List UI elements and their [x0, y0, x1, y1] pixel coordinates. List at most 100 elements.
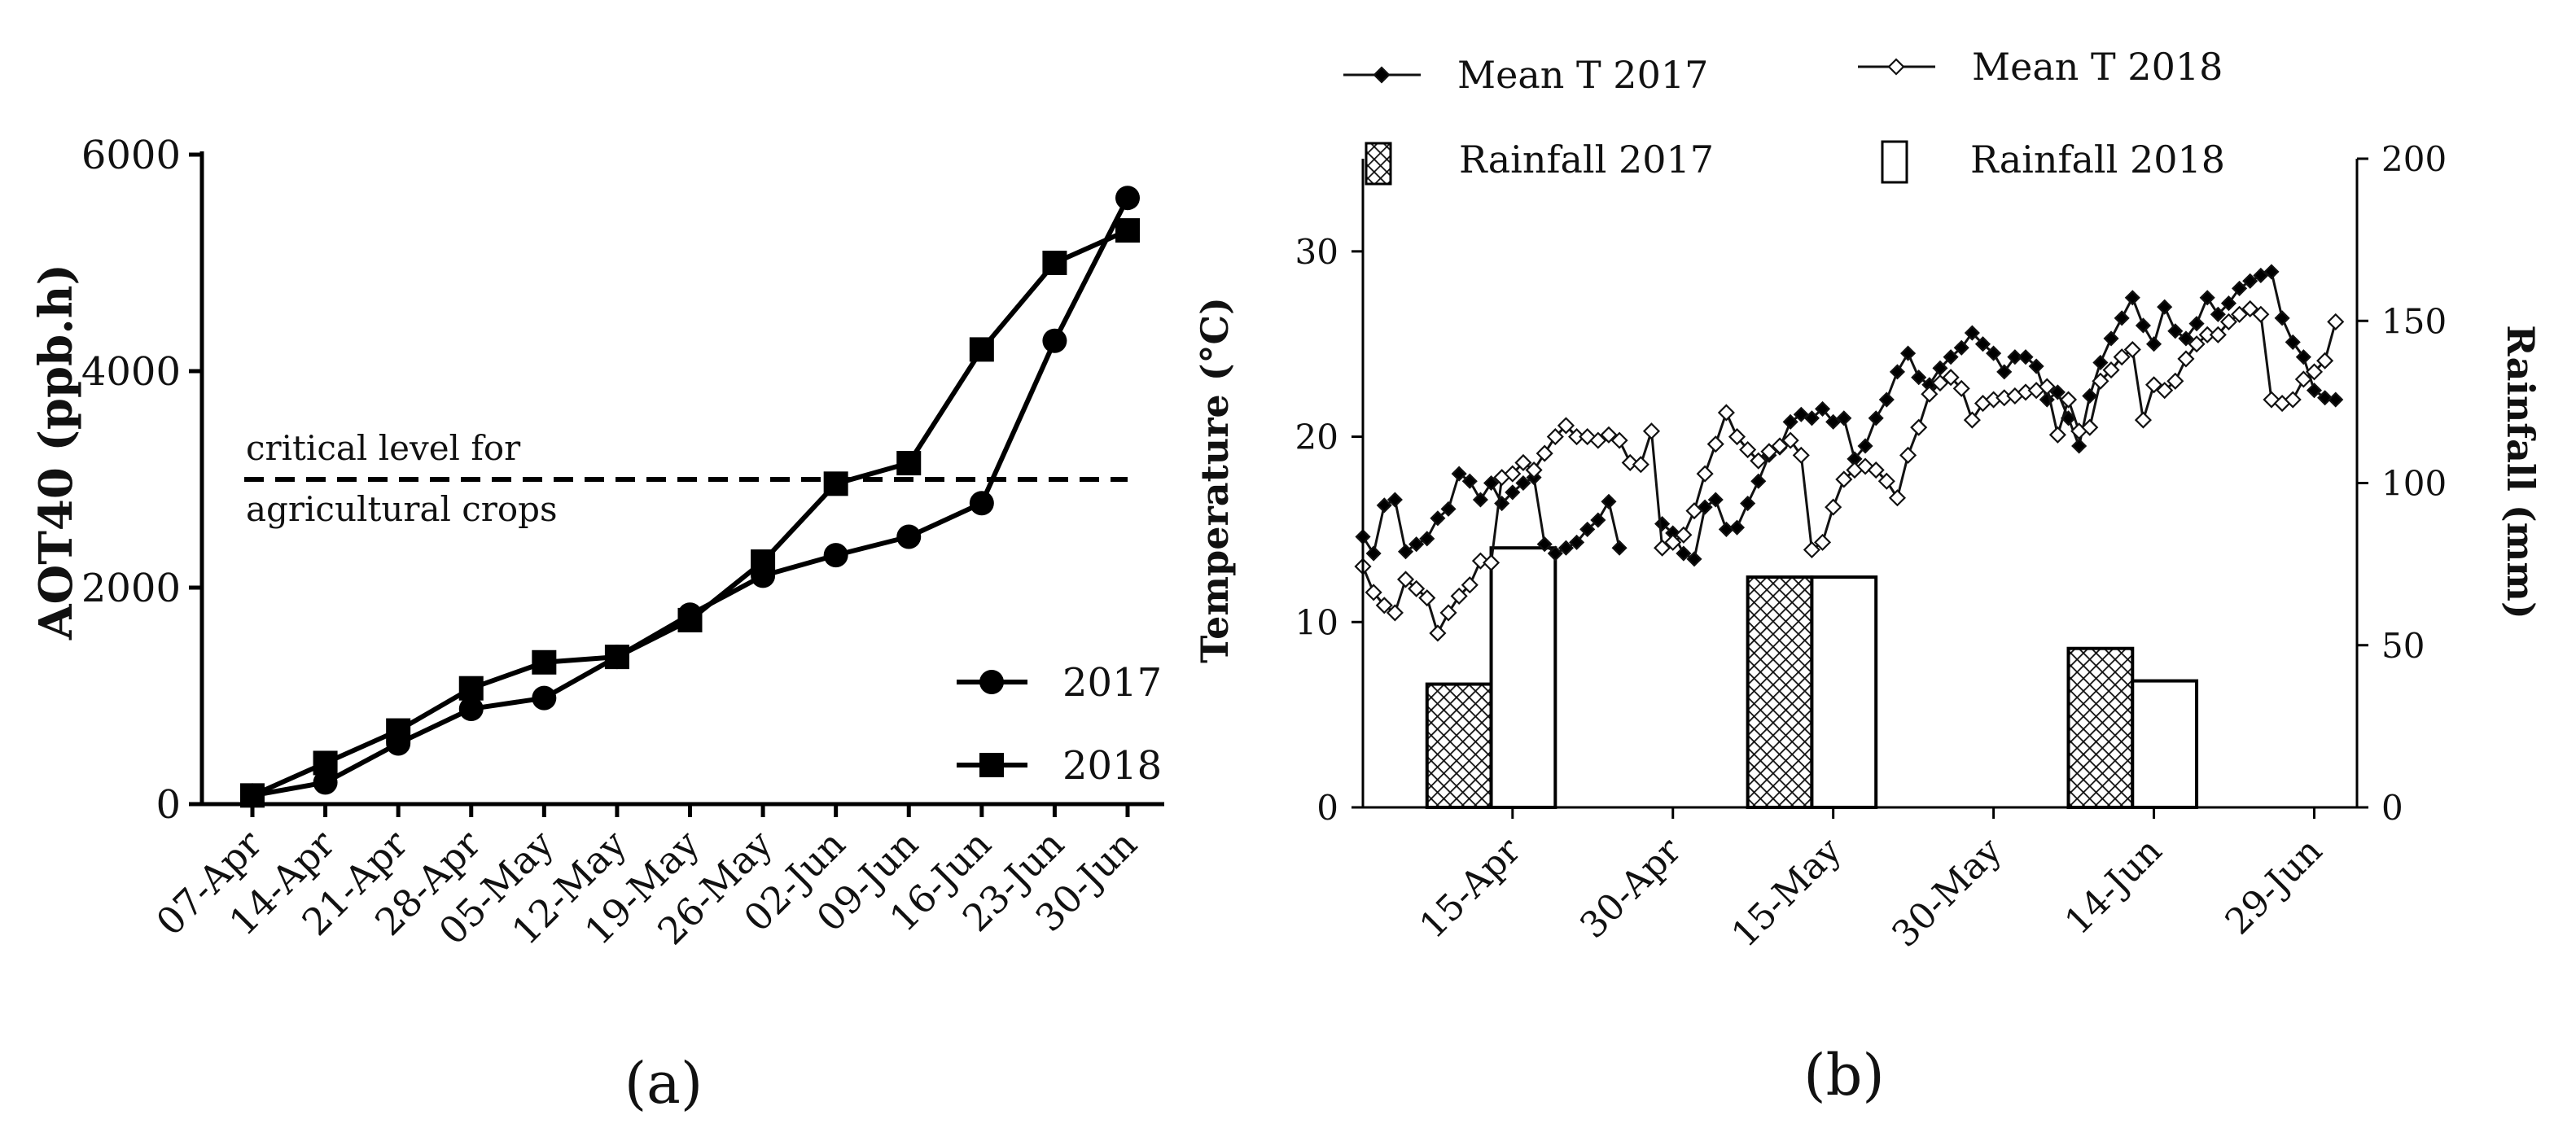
panel-b-point-Mean-T-2018 [1942, 369, 1960, 387]
panel-a-y-tick-label: 4000 [81, 349, 181, 395]
panel-b-point-Mean-T-2018 [2123, 340, 2141, 359]
panel-b-point-Mean-T-2017 [2199, 290, 2215, 306]
panel-b-point-Mean-T-2018 [1536, 444, 1553, 462]
panel-b-point-Mean-T-2018 [1706, 435, 1724, 453]
panel-b-point-Mean-T-2018 [1365, 584, 1382, 601]
panel-b-point-Mean-T-2017 [2082, 387, 2098, 405]
panel-b-point-Mean-T-2018 [1504, 465, 1522, 483]
panel-b-label: (b) [1803, 1042, 1884, 1109]
panel-b-rain-bar-Rainfall-2018 [1489, 546, 1557, 809]
panel-b-legend-label-Mean-T-2018: Mean T 2018 [1972, 45, 2223, 89]
panel-b-point-Mean-T-2017 [2114, 310, 2130, 326]
panel-b-point-Mean-T-2018 [2166, 372, 2184, 390]
panel-b-legend: Mean T 2017 Mean T 2018 Rainfall 2017 Rainf… [1343, 45, 2225, 186]
panel-b-point-Mean-T-2017 [2145, 336, 2162, 352]
panel-b-point-Mean-T-2017 [1451, 466, 1467, 482]
panel-b-point-Mean-T-2018 [2252, 305, 2270, 323]
panel-b-legend-marker-Mean-T-2018 [1887, 58, 1905, 76]
panel-b-point-Mean-T-2017 [2285, 334, 2301, 350]
panel-b-point-Mean-T-2017 [1686, 551, 1702, 567]
panel-b-point-Mean-T-2017 [1397, 544, 1414, 560]
panel-b-point-Mean-T-2017 [1505, 484, 1521, 501]
panel-b-point-Mean-T-2017 [1472, 492, 1488, 508]
panel-b-point-Mean-T-2017 [1408, 536, 1425, 553]
panel-b-point-Mean-T-2018 [2059, 391, 2078, 409]
panel-b-point-Mean-T-2018 [1867, 461, 1885, 479]
panel-b-right-tick-label: 0 [2381, 788, 2403, 828]
panel-b-point-Mean-T-2018 [1664, 533, 1682, 551]
panel-b-point-Mean-T-2017 [1825, 413, 1842, 430]
panel-b-point-Mean-T-2018 [2305, 363, 2324, 381]
panel-b-point-Mean-T-2017 [2178, 330, 2194, 347]
panel-a-point-2017 [532, 685, 557, 711]
panel-b-point-Mean-T-2018 [2188, 335, 2206, 353]
panel-b-point-Mean-T-2018 [1803, 540, 1820, 559]
panel-b-point-Mean-T-2018 [1471, 552, 1489, 570]
panel-b-point-Mean-T-2017 [2157, 299, 2173, 315]
panel-b-point-Mean-T-2017 [2274, 310, 2290, 326]
panel-b-legend-label-Rainfall-2017: Rainfall 2017 [1459, 138, 1714, 181]
panel-b-rain-bar-Rainfall-2018 [2131, 679, 2199, 810]
panel-b-point-Mean-T-2018 [1408, 579, 1426, 597]
panel-b-point-Mean-T-2017 [1740, 495, 1756, 512]
panel-a-point-2017 [1115, 186, 1140, 211]
panel-a-point-2017 [458, 696, 484, 721]
panel-b-point-Mean-T-2018 [1461, 576, 1479, 594]
panel-b-point-Mean-T-2018 [1621, 453, 1639, 472]
panel-b-point-Mean-T-2017 [1440, 501, 1457, 517]
panel-b-point-Mean-T-2018 [1899, 446, 1917, 464]
panel-a-point-2018 [313, 750, 338, 776]
panel-b-point-Mean-T-2018 [1642, 422, 1661, 440]
panel-b-point-Mean-T-2018 [1931, 374, 1949, 392]
panel-a-point-2018 [1115, 218, 1140, 243]
panel-b-point-Mean-T-2017 [2071, 438, 2088, 454]
panel-a-point-2018 [751, 549, 776, 575]
panel-b-point-Mean-T-2017 [1365, 545, 1382, 562]
critical-level-label-line1: critical level for [246, 428, 521, 468]
panel-b-point-Mean-T-2017 [1547, 545, 1563, 562]
panel-b-point-Mean-T-2018 [1386, 604, 1404, 622]
panel-b-right-tick-label: 150 [2381, 301, 2447, 341]
panel-b-legend-swatch-Rainfall-2018 [1881, 140, 1908, 184]
panel-b-left-tick-label: 10 [1295, 602, 1338, 642]
panel-b-point-Mean-T-2018 [2092, 372, 2109, 390]
panel-b-x-tick-label: 15-Apr [1412, 829, 1529, 947]
panel-b-point-Mean-T-2017 [1515, 474, 1531, 492]
panel-a-point-2018 [386, 718, 411, 743]
panel-b-point-Mean-T-2017 [2049, 384, 2066, 400]
panel-b-point-Mean-T-2018 [1675, 526, 1693, 544]
panel-b-left-y-ticks: 0 10 20 30 [1295, 232, 1363, 828]
panel-b-point-Mean-T-2018 [1717, 404, 1735, 422]
panel-b-point-Mean-T-2017 [1782, 413, 1798, 430]
panel-b-point-Mean-T-2017 [2092, 354, 2109, 371]
panel-b-point-Mean-T-2018 [1825, 498, 1842, 516]
panel-b-point-Mean-T-2018 [1482, 553, 1500, 571]
critical-level-label-line2: agricultural crops [246, 489, 558, 529]
panel-a-x-ticks: 07-Apr14-Apr21-Apr28-Apr05-May12-May19-M… [147, 804, 1146, 953]
panel-a-point-2018 [604, 645, 629, 670]
panel-b-point-Mean-T-2017 [2007, 349, 2023, 365]
panel-b-point-Mean-T-2018 [2327, 313, 2345, 330]
panel-b-point-Mean-T-2017 [1803, 410, 1820, 426]
panel-b-point-Mean-T-2018 [2081, 418, 2099, 436]
panel-a-point-2018 [458, 676, 484, 701]
panel-b-point-Mean-T-2017 [2317, 390, 2333, 406]
panel-b-point-Mean-T-2018 [1792, 446, 1810, 464]
panel-b-point-Mean-T-2018 [2241, 300, 2259, 318]
panel-b-point-Mean-T-2017 [1728, 519, 1746, 536]
panel-b-point-Mean-T-2017 [1857, 438, 1873, 454]
panel-b-point-Mean-T-2017 [1430, 510, 1446, 527]
panel-b-point-Mean-T-2018 [1610, 431, 1628, 449]
panel-b-right-y-axis-title: Rainfall (mm) [2499, 325, 2543, 619]
panel-b-point-Mean-T-2018 [1589, 431, 1607, 449]
panel-b-point-Mean-T-2017 [2188, 316, 2205, 332]
panel-b-point-Mean-T-2017 [1611, 540, 1628, 556]
panel-a-y-tick-label: 2000 [81, 566, 181, 611]
panel-a-legend-label-2017: 2017 [1062, 660, 1162, 706]
panel-b-point-Mean-T-2018 [2284, 391, 2302, 409]
panel-b-chart: 0 10 20 30 0 50 100 150 200 15-Apr 30-Apr 15-May 3… [1193, 45, 2543, 1109]
panel-b-point-Mean-T-2018 [1418, 589, 1436, 607]
panel-b-point-Mean-T-2018 [1546, 428, 1564, 446]
panel-b-left-tick-label: 20 [1295, 418, 1338, 457]
panel-a-legend: 2017 2018 [957, 660, 1162, 789]
